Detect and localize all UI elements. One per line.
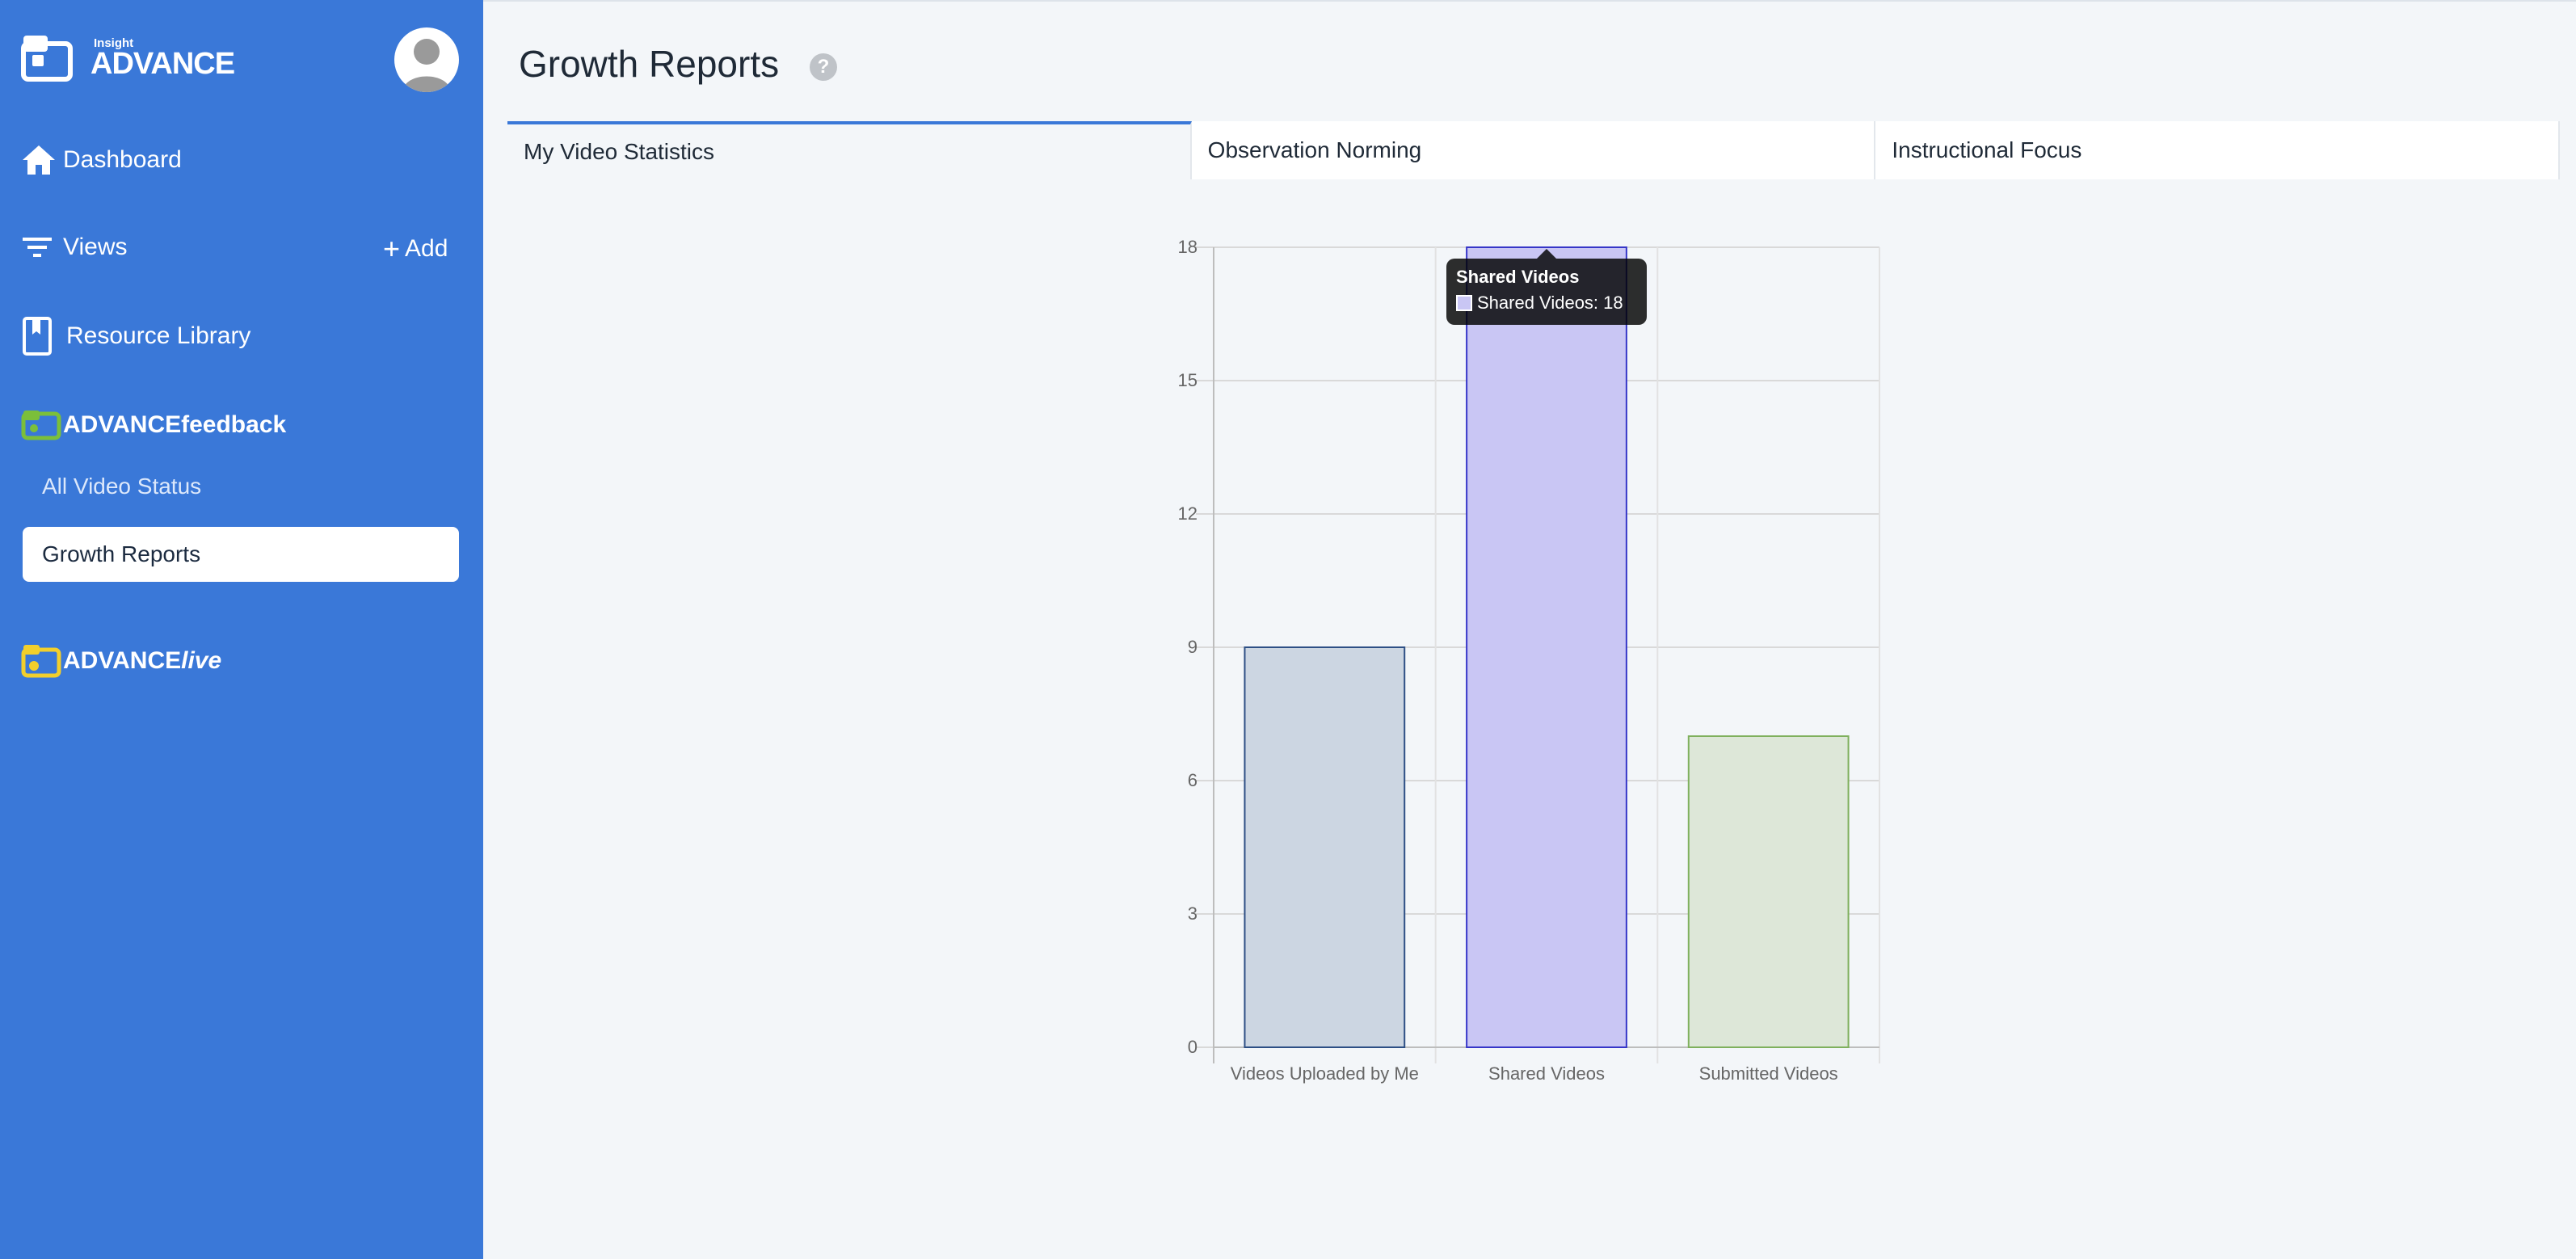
advancefeedback-icon	[21, 404, 63, 446]
advancelive-suffix: live	[181, 647, 222, 674]
y-tick-label: 6	[1188, 770, 1198, 790]
tooltip-title: Shared Videos	[1456, 267, 1580, 287]
logo-small-text: Insight	[94, 36, 134, 50]
nav-growth-reports[interactable]: Growth Reports	[23, 527, 459, 582]
add-view-label: Add	[405, 235, 448, 262]
advancelive-icon	[21, 640, 63, 682]
chart-tooltip: Shared Videos Shared Videos: 18	[1446, 249, 1647, 325]
tooltip-label: Shared Videos: 18	[1477, 293, 1623, 313]
advancelive-prefix: ADVANCE	[63, 647, 182, 674]
user-avatar[interactable]	[394, 27, 459, 92]
user-silhouette-icon	[402, 39, 451, 92]
tab-my-video-statistics[interactable]: My Video Statistics	[507, 121, 1192, 179]
y-tick-label: 15	[1178, 370, 1198, 390]
nav-views[interactable]: Views	[21, 226, 127, 268]
bar-1	[1466, 246, 1627, 1048]
x-tick-label: Videos Uploaded by Me	[1231, 1063, 1419, 1084]
filter-icon	[21, 226, 63, 268]
page-title: Growth Reports	[519, 43, 780, 85]
nav-advancefeedback-label: ADVANCEfeedback	[63, 411, 287, 438]
nav-dashboard[interactable]: Dashboard	[21, 139, 182, 181]
y-tick-label: 0	[1188, 1037, 1198, 1057]
sidebar: Insight ADVANCE Dashboard Views + Add Re…	[0, 0, 483, 1259]
main-content: Growth Reports ? My Video Statistics Obs…	[483, 0, 2576, 1259]
tab-instructional-focus[interactable]: Instructional Focus	[1875, 121, 2561, 179]
nav-all-video-status[interactable]: All Video Status	[42, 474, 202, 499]
tooltip-swatch	[1456, 295, 1472, 311]
nav-advancefeedback[interactable]: ADVANCEfeedback	[21, 404, 286, 446]
tab-observation-norming[interactable]: Observation Norming	[1191, 121, 1876, 179]
nav-resource-library-label: Resource Library	[66, 322, 251, 349]
nav-dashboard-label: Dashboard	[63, 146, 182, 173]
nav-resource-library[interactable]: Resource Library	[21, 315, 250, 357]
bookmark-book-icon	[21, 315, 63, 357]
y-tick-label: 3	[1188, 903, 1198, 924]
insight-advance-logo[interactable]: Insight ADVANCE	[21, 32, 235, 84]
logo-big-text: ADVANCE	[90, 47, 235, 81]
y-tick-label: 9	[1188, 637, 1198, 657]
advance-logo-icon	[21, 36, 73, 82]
add-view-button[interactable]: + Add	[383, 233, 448, 265]
x-tick-label: Shared Videos	[1488, 1063, 1605, 1084]
bar-0	[1244, 646, 1406, 1048]
nav-growth-reports-label: Growth Reports	[42, 541, 201, 566]
nav-views-label: Views	[63, 234, 128, 260]
x-tick-label: Submitted Videos	[1699, 1063, 1838, 1084]
nav-advancelive-label: ADVANCElive	[63, 647, 221, 675]
bar-2	[1687, 735, 1850, 1048]
report-tabs: My Video Statistics Observation Norming …	[507, 121, 2561, 179]
y-tick-label: 18	[1178, 237, 1198, 257]
nav-advancelive[interactable]: ADVANCElive	[21, 640, 221, 682]
home-icon	[21, 139, 63, 181]
help-icon[interactable]: ?	[810, 53, 837, 81]
plus-icon: +	[383, 232, 401, 265]
y-tick-label: 12	[1178, 503, 1198, 524]
